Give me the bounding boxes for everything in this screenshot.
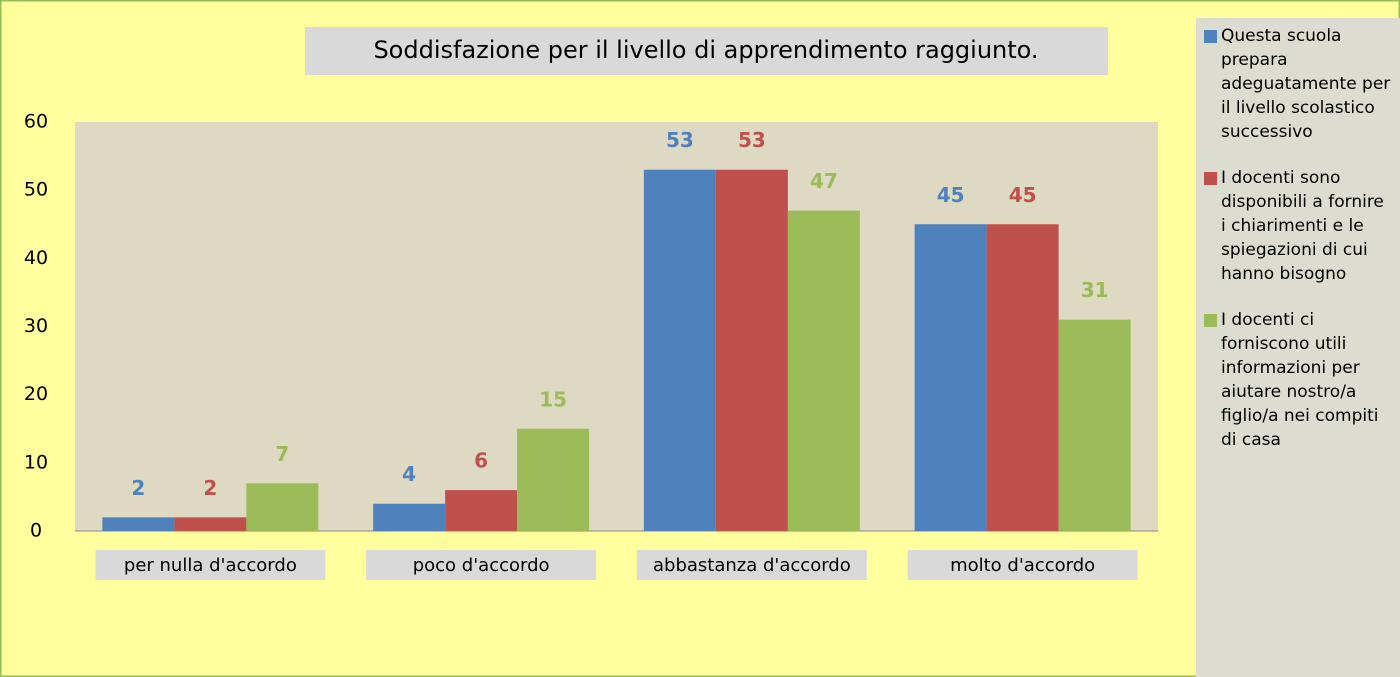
data-label: 53 bbox=[666, 128, 694, 152]
legend-swatch bbox=[1204, 314, 1217, 327]
legend-label: Questa scuola prepara adeguatamente per … bbox=[1221, 26, 1391, 142]
legend-swatch bbox=[1204, 30, 1217, 43]
legend-label: I docenti sono disponibili a fornire i c… bbox=[1221, 168, 1384, 284]
data-label: 53 bbox=[738, 128, 766, 152]
data-label: 47 bbox=[810, 169, 838, 193]
bar bbox=[517, 428, 590, 531]
y-tick-label: 60 bbox=[24, 111, 48, 133]
y-tick-label: 50 bbox=[24, 179, 48, 201]
bar bbox=[643, 169, 716, 531]
bar bbox=[373, 503, 446, 531]
data-label: 4 bbox=[402, 462, 416, 486]
chart-title: Soddisfazione per il livello di apprendi… bbox=[373, 36, 1038, 64]
data-label: 15 bbox=[539, 387, 567, 411]
bar bbox=[1058, 319, 1131, 531]
data-label: 7 bbox=[275, 442, 289, 466]
bar bbox=[715, 169, 788, 531]
x-tick-label: abbastanza d'accordo bbox=[653, 555, 851, 576]
data-label: 2 bbox=[131, 476, 145, 500]
data-label: 2 bbox=[203, 476, 217, 500]
legend: Questa scuola prepara adeguatamente per … bbox=[1196, 18, 1400, 677]
x-tick-label: poco d'accordo bbox=[413, 555, 550, 576]
data-label: 31 bbox=[1081, 278, 1109, 302]
data-label: 45 bbox=[937, 183, 965, 207]
bar bbox=[445, 490, 518, 531]
data-label: 6 bbox=[474, 449, 488, 473]
y-tick-label: 40 bbox=[24, 247, 48, 269]
legend-label: I docenti ci forniscono utili informazio… bbox=[1221, 310, 1379, 450]
category-box bbox=[95, 550, 326, 580]
category-box bbox=[636, 550, 867, 580]
bar bbox=[986, 224, 1059, 531]
legend-item: Questa scuola prepara adeguatamente per … bbox=[1204, 24, 1392, 144]
title-box bbox=[305, 27, 1108, 75]
y-tick-label: 10 bbox=[24, 451, 48, 473]
data-label: 45 bbox=[1009, 183, 1037, 207]
category-box bbox=[907, 550, 1138, 580]
y-tick-label: 30 bbox=[24, 315, 48, 337]
x-tick-label: molto d'accordo bbox=[950, 555, 1095, 576]
y-tick-label: 20 bbox=[24, 383, 48, 405]
legend-swatch bbox=[1204, 172, 1217, 185]
bar bbox=[174, 517, 247, 531]
bar bbox=[102, 517, 175, 531]
category-box bbox=[366, 550, 597, 580]
y-tick-label: 0 bbox=[30, 520, 42, 542]
bar bbox=[914, 224, 987, 531]
bar bbox=[246, 483, 319, 531]
x-tick-label: per nulla d'accordo bbox=[124, 555, 297, 576]
bar bbox=[787, 210, 860, 531]
legend-item: I docenti ci forniscono utili informazio… bbox=[1204, 308, 1392, 452]
legend-item: I docenti sono disponibili a fornire i c… bbox=[1204, 166, 1392, 286]
